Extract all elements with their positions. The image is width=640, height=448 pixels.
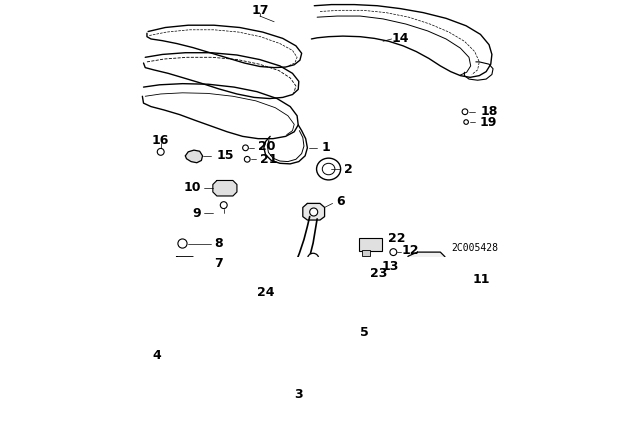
- Text: 10: 10: [183, 181, 201, 194]
- Polygon shape: [186, 150, 202, 163]
- Polygon shape: [405, 252, 446, 335]
- Text: 19: 19: [479, 116, 497, 129]
- Text: 22: 22: [388, 232, 405, 245]
- Circle shape: [153, 320, 160, 327]
- Circle shape: [462, 109, 468, 115]
- Polygon shape: [141, 286, 172, 347]
- Text: 2C005428: 2C005428: [451, 243, 498, 253]
- Circle shape: [152, 302, 161, 311]
- Polygon shape: [303, 203, 324, 220]
- Bar: [362, 250, 371, 255]
- Polygon shape: [213, 181, 237, 196]
- Circle shape: [307, 253, 319, 265]
- Text: 9: 9: [192, 207, 201, 220]
- Circle shape: [244, 156, 250, 162]
- Bar: [359, 238, 382, 251]
- Circle shape: [243, 145, 248, 151]
- Text: 13: 13: [381, 260, 399, 273]
- Text: 4: 4: [152, 349, 161, 362]
- Text: 14: 14: [392, 32, 409, 45]
- Text: 1: 1: [321, 141, 330, 154]
- Text: 8: 8: [214, 237, 223, 250]
- Text: 3: 3: [294, 388, 303, 401]
- Text: 5: 5: [360, 326, 369, 339]
- Circle shape: [420, 297, 431, 308]
- Circle shape: [417, 271, 433, 288]
- Text: 17: 17: [251, 4, 269, 17]
- Polygon shape: [173, 257, 196, 271]
- Circle shape: [464, 120, 468, 125]
- Text: 21: 21: [260, 153, 277, 166]
- Text: 7: 7: [214, 257, 223, 270]
- Text: 16: 16: [152, 134, 170, 147]
- Text: 2: 2: [344, 163, 353, 176]
- Text: 15: 15: [217, 149, 234, 162]
- Text: 12: 12: [401, 245, 419, 258]
- Text: 18: 18: [481, 105, 498, 118]
- Circle shape: [279, 288, 287, 296]
- Text: 23: 23: [371, 267, 388, 280]
- Text: 11: 11: [472, 273, 490, 286]
- Text: 6: 6: [336, 195, 345, 208]
- Circle shape: [310, 208, 317, 216]
- Text: 24: 24: [257, 286, 274, 299]
- Text: 20: 20: [258, 140, 276, 153]
